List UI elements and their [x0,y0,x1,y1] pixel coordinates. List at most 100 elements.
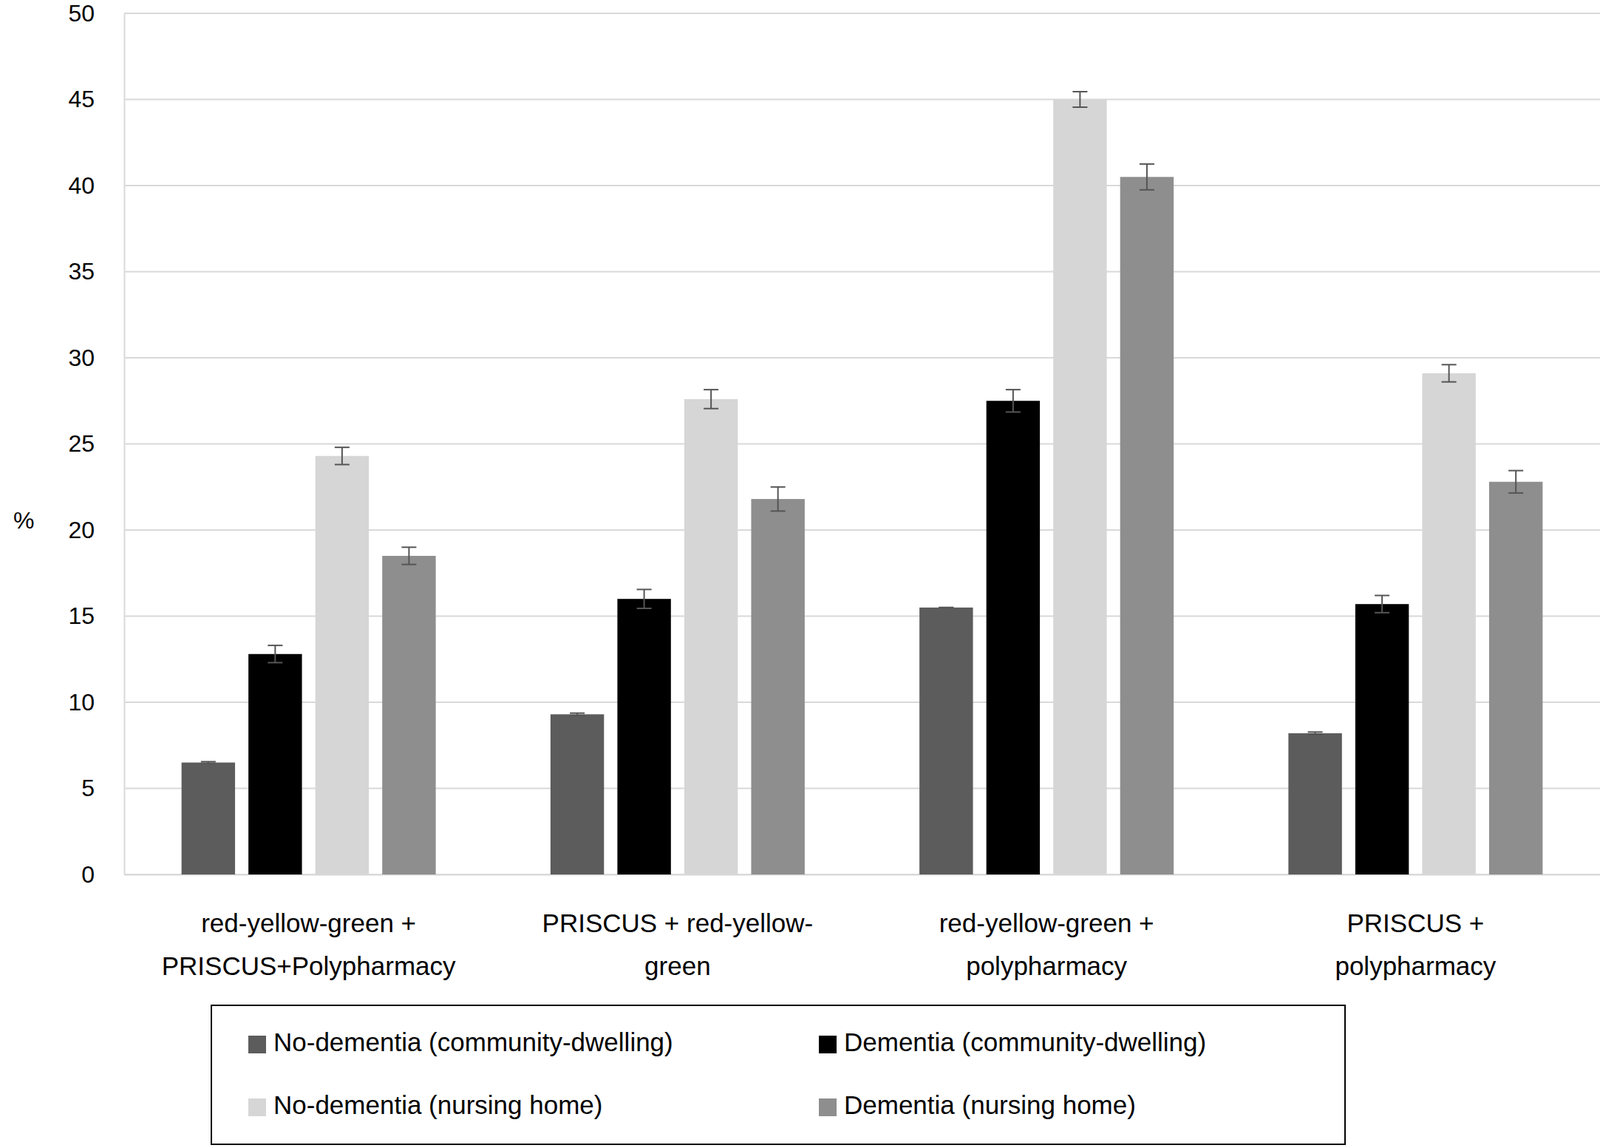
error-bar-cap [637,607,652,609]
error-bar-cap [637,588,652,590]
error-bar-cap [938,606,954,609]
bar [382,555,436,875]
bar [1120,176,1174,875]
error-bar [1374,595,1390,613]
bar [919,607,973,875]
x-tick: PRISCUS +polypharmacy [1334,874,1496,980]
x-tick-label: red-yellow-green +PRISCUS+Polypharmacy [161,908,456,980]
bar-series [382,164,1543,875]
y-tick: 30 [67,344,125,371]
error-bar [1139,164,1155,190]
bar-series [248,389,1409,875]
x-tick-label: red-yellow-green +polypharmacy [939,908,1155,980]
bar [1288,733,1342,875]
bar [1489,481,1543,875]
y-tick: 45 [67,85,125,113]
bar [248,654,302,875]
error-bar-cap [569,714,585,717]
bar [750,498,805,875]
legend-box [211,1005,1346,1145]
error-bar-line [1381,595,1383,613]
error-bar [703,389,719,409]
error-bar-line [1515,470,1517,493]
error-bar-cap [1005,410,1021,413]
error-bar [1508,470,1524,493]
error-bar-cap [569,712,585,714]
error-bar-cap [401,563,417,566]
bar [315,455,369,875]
legend-label: No-dementia (community-dwelling) [273,1027,674,1057]
y-tick: 0 [81,860,125,888]
error-bar-cap [334,463,350,465]
error-bar-line [1012,389,1014,412]
error-bar-cap [334,446,350,448]
error-bar [401,546,417,564]
legend-swatch [818,1098,837,1116]
error-bar-line [777,487,779,512]
error-bar-cap [1005,388,1021,391]
legend-swatch [248,1035,267,1054]
y-tick: 40 [67,172,125,199]
error-bar [637,589,652,609]
bar [986,400,1040,875]
grid-line [124,271,1600,273]
y-tick-label: 0 [81,860,95,888]
y-tick-label: 50 [67,0,95,27]
grid-line [124,184,1600,187]
error-bar-line [407,546,410,564]
error-bar-cap [938,606,954,609]
error-bar-cap [1072,90,1088,93]
bar [181,762,236,875]
error-bar-cap [770,486,786,488]
bar [1053,99,1107,876]
error-bar-cap [267,661,283,663]
error-bar-line [1448,364,1450,382]
x-tick-label: PRISCUS + red-yellow-green [542,908,814,980]
error-bar-cap [1508,470,1524,472]
error-bar-cap [1139,189,1155,191]
error-bar-line [274,645,276,663]
bar [617,598,671,875]
y-tick: 50 [67,0,125,27]
y-axis-title: % [13,506,34,534]
error-bar-cap [267,644,283,646]
y-tick-label: 10 [67,688,95,716]
grid-line [124,99,1600,101]
error-bar-line [643,589,646,609]
grid-line [124,356,1600,359]
error-bar-cap [703,407,719,410]
x-tick: PRISCUS + red-yellow-green [542,874,814,980]
error-bar-line [341,447,343,465]
plot-area [181,91,1544,875]
error-bar-line [1146,164,1148,190]
error-bar [1308,731,1323,734]
error-bar-cap [1441,381,1457,383]
error-bar-cap [1072,106,1088,108]
bar [550,713,604,875]
grid-line [124,443,1600,445]
error-bar-cap [1374,594,1390,597]
error-bar-cap [1308,733,1323,736]
y-tick: 35 [67,257,125,285]
error-bar-cap [1508,492,1524,494]
y-tick-label: 5 [81,774,95,802]
error-bar-cap [770,509,786,512]
bar [1421,373,1476,875]
bar-series [315,91,1476,875]
error-bar [1072,91,1088,108]
y-tick-label: 35 [67,257,95,285]
legend: No-dementia (community-dwelling) Dementia… [211,1005,1346,1145]
y-tick-label: 40 [67,172,95,199]
x-axis: red-yellow-green +PRISCUS+Polypharmacy PR… [124,874,1600,980]
error-bar-line [710,389,712,409]
error-bar-cap [1308,730,1323,733]
y-tick-label: 20 [67,516,95,544]
bar [684,399,738,875]
error-bar [334,447,350,465]
x-tick: red-yellow-green +polypharmacy [939,874,1155,980]
grid [124,13,1600,875]
y-tick: 10 [67,688,125,716]
bar [1355,603,1409,875]
x-tick-label: PRISCUS +polypharmacy [1334,908,1496,980]
legend-label: Dementia (community-dwelling) [843,1027,1207,1057]
